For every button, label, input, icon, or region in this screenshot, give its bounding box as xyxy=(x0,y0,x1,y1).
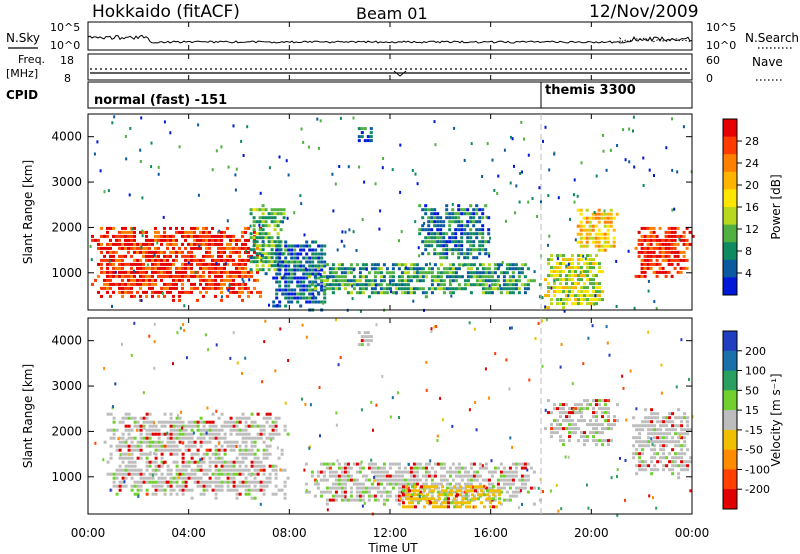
scale-swatch xyxy=(723,489,737,510)
scale-label: 24 xyxy=(745,157,759,170)
power-range-axis-label: Slant Range [km] xyxy=(21,160,35,264)
range-tick-label: 3000 xyxy=(51,175,82,189)
time-tick-label: 12:00 xyxy=(373,526,408,540)
cpid-label: CPID xyxy=(6,88,38,102)
velocity-color-scale: 200 100 50 15 -15 -50 -100 -200 Velocity [m s⁻¹… xyxy=(722,330,783,510)
power-range-ticks: 1000 2000 3000 4000 xyxy=(51,130,692,280)
freq-tick-high: 18 xyxy=(60,54,74,67)
scale-label: -100 xyxy=(745,463,770,476)
scale-label: -50 xyxy=(745,444,763,457)
velocity-scale-blocks: 200 100 50 15 -15 -50 -100 -200 xyxy=(723,331,770,510)
velocity-panel: 1000 2000 3000 4000 Slant Range [km] xyxy=(21,317,694,517)
scale-swatch xyxy=(723,259,737,278)
scale-swatch xyxy=(723,119,737,138)
time-tick-label: 04:00 xyxy=(171,526,206,540)
power-scale-blocks: 28 24 20 16 12 8 4 xyxy=(723,119,759,296)
nave-tick-high: 60 xyxy=(706,54,720,67)
scale-label: -15 xyxy=(745,424,763,437)
scale-swatch xyxy=(723,469,737,490)
power-heatmap xyxy=(89,115,695,313)
freq-label: Freq. xyxy=(18,53,45,66)
scale-label: -200 xyxy=(745,483,770,496)
time-tick-label: 16:00 xyxy=(473,526,508,540)
noise-tick-low: 10^0 xyxy=(50,39,80,52)
cpid-panel: CPID normal (fast) -151 themis 3300 xyxy=(6,81,693,109)
noise-tick-high: 10^5 xyxy=(50,21,80,34)
power-scale-title: Power [dB] xyxy=(769,174,783,239)
station-title: Hokkaido (fitACF) xyxy=(92,2,240,22)
velocity-range-axis-label: Slant Range [km] xyxy=(21,364,35,468)
scale-swatch xyxy=(723,331,737,352)
time-tick-label: 20:00 xyxy=(574,526,609,540)
cpid-segment-1: normal (fast) -151 xyxy=(94,93,227,108)
scale-swatch xyxy=(723,429,737,451)
scale-swatch xyxy=(723,277,737,296)
nave-label: Nave xyxy=(752,55,783,69)
power-color-scale: 28 24 20 16 12 8 4 Power [dB] xyxy=(722,118,783,296)
scale-swatch xyxy=(723,171,737,190)
scale-swatch xyxy=(723,449,737,470)
range-tick-label: 3000 xyxy=(51,379,82,393)
freq-tick-low: 8 xyxy=(64,72,71,85)
range-tick-label: 4000 xyxy=(51,334,82,348)
search-tick-low: 10^0 xyxy=(706,39,736,52)
freq-dip xyxy=(393,70,407,77)
noise-sky-label: N.Sky xyxy=(6,31,40,45)
velocity-scale-title: Velocity [m s⁻¹] xyxy=(769,373,783,466)
range-tick-label: 4000 xyxy=(51,130,82,144)
search-tick-high: 10^5 xyxy=(706,21,736,34)
scale-swatch xyxy=(723,207,737,226)
noise-sky-trace xyxy=(87,34,693,44)
noise-panel: N.Sky 10^5 10^0 10^5 10^0 N.Search xyxy=(6,21,799,52)
scale-label: 28 xyxy=(745,135,759,148)
scale-label: 4 xyxy=(745,267,752,280)
scale-swatch xyxy=(723,154,737,173)
scale-swatch xyxy=(723,242,737,261)
scale-label: 20 xyxy=(745,179,759,192)
scale-swatch xyxy=(723,370,737,391)
scale-label: 100 xyxy=(745,365,766,378)
scale-swatch xyxy=(723,189,737,208)
scale-label: 8 xyxy=(745,245,752,258)
beam-title: Beam 01 xyxy=(356,4,428,23)
nave-tick-low: 0 xyxy=(706,72,713,85)
scale-swatch xyxy=(723,350,737,372)
range-tick-label: 1000 xyxy=(51,470,82,484)
power-panel: 1000 2000 3000 4000 Slant Range [km] xyxy=(21,113,695,313)
noise-search-label: N.Search xyxy=(745,31,799,45)
time-tick-label: 08:00 xyxy=(272,526,307,540)
frequency-panel: Freq. [MHz] 18 8 60 0 Nave xyxy=(6,53,783,85)
scale-label: 200 xyxy=(745,345,766,358)
time-axis-label: Time UT xyxy=(367,541,418,554)
time-tick-label: 00:00 xyxy=(71,526,106,540)
scale-label: 16 xyxy=(745,201,759,214)
freq-unit-label: [MHz] xyxy=(6,67,38,80)
date-title: 12/Nov/2009 xyxy=(589,2,699,22)
range-tick-label: 2000 xyxy=(51,424,82,438)
range-tick-label: 2000 xyxy=(51,220,82,234)
scale-label: 50 xyxy=(745,384,759,397)
scale-label: 12 xyxy=(745,223,759,236)
scale-swatch xyxy=(723,410,737,431)
cpid-segment-2: themis 3300 xyxy=(545,83,636,98)
velocity-range-ticks: 1000 2000 3000 4000 xyxy=(51,334,692,484)
scale-swatch xyxy=(723,390,737,411)
scale-swatch xyxy=(723,224,737,243)
scale-label: 15 xyxy=(745,404,759,417)
velocity-heatmap xyxy=(94,318,694,517)
time-axis: 00:00 04:00 08:00 12:00 16:00 20:00 00:00 xyxy=(71,22,710,540)
scale-swatch xyxy=(723,136,737,155)
time-tick-label: 00:00 xyxy=(675,526,710,540)
range-tick-label: 1000 xyxy=(51,266,82,280)
